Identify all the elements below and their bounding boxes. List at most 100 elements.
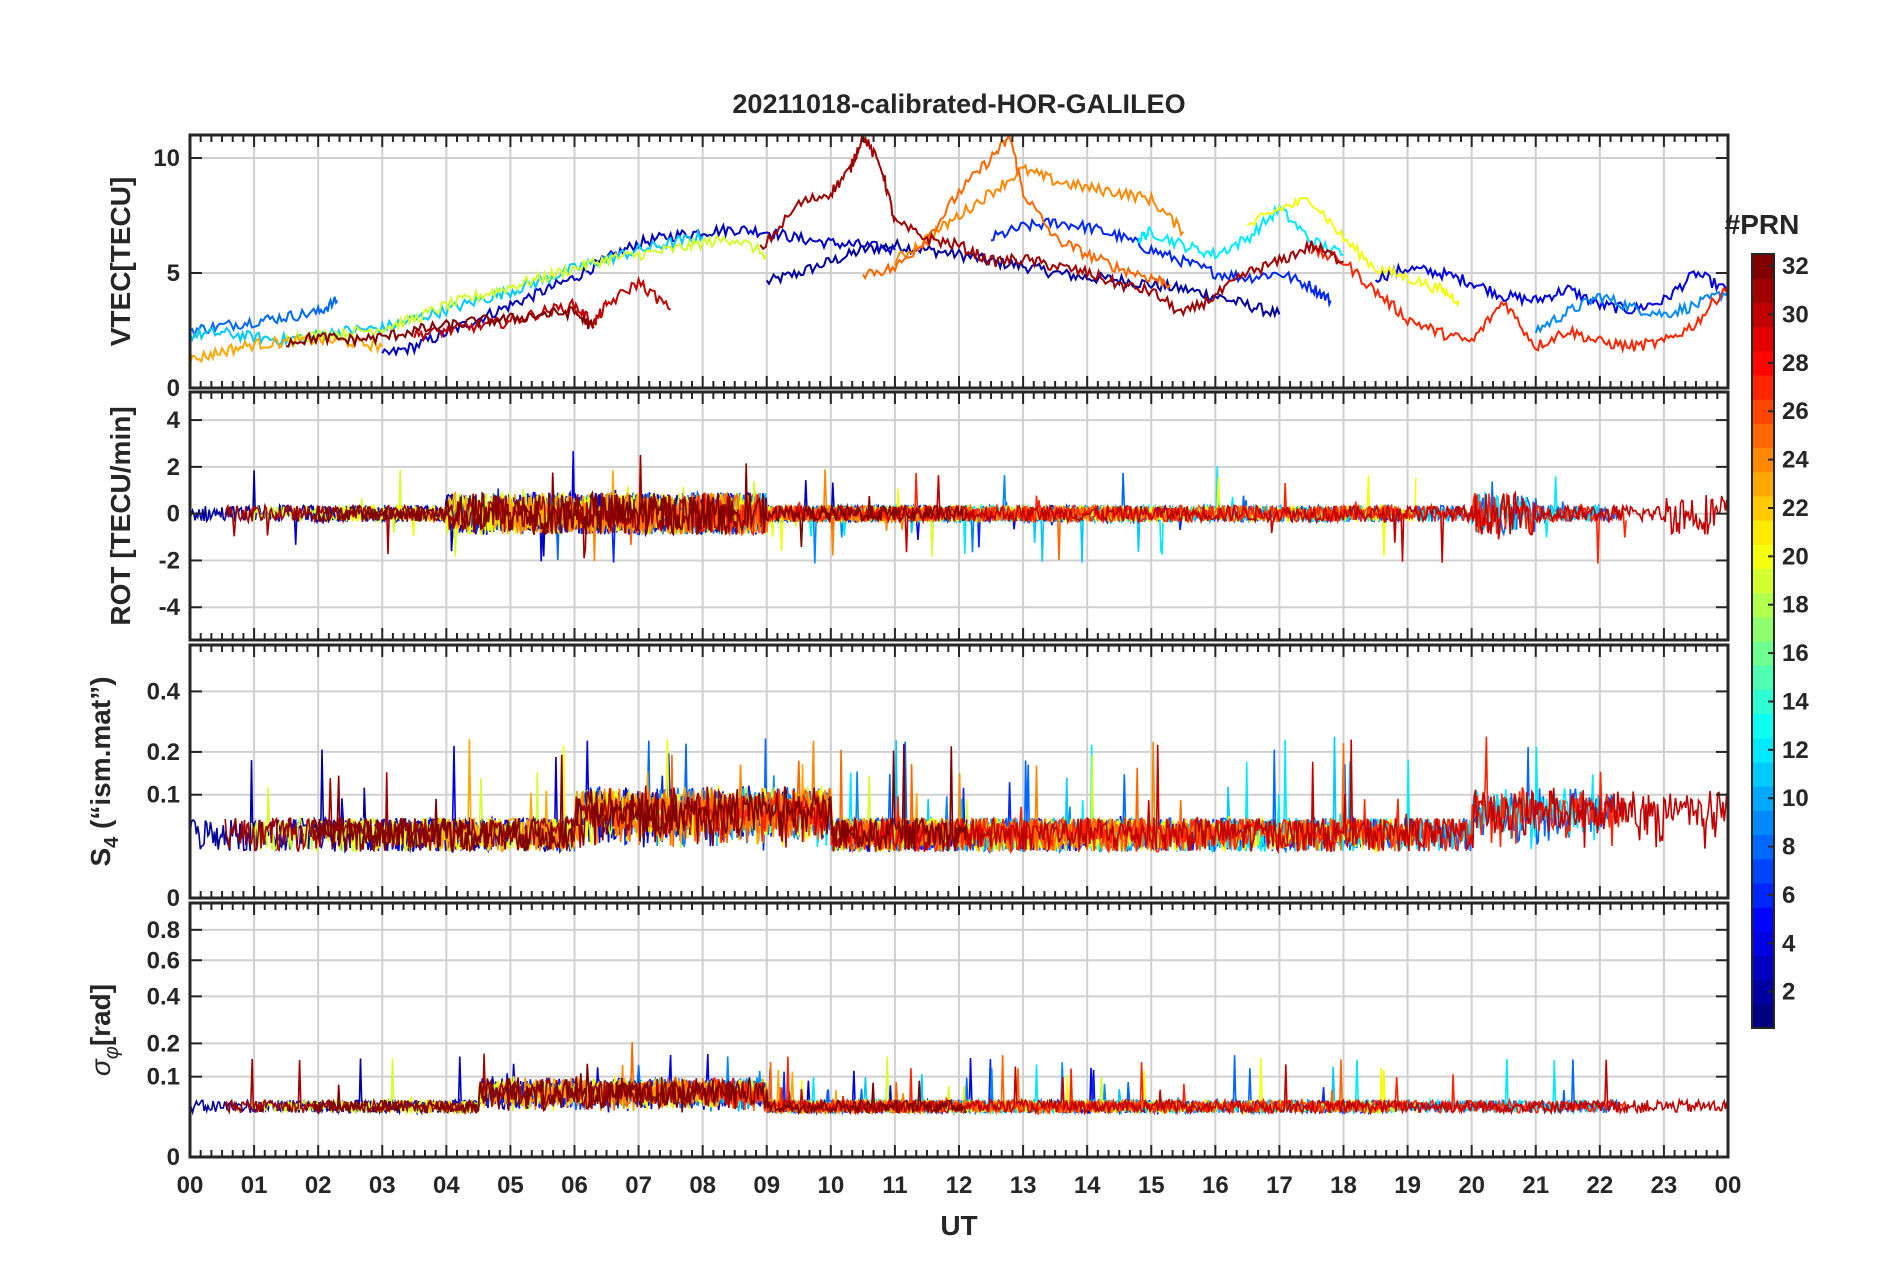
vtec-line-prn-12: [1137, 203, 1344, 261]
x-tick-label: 21: [1522, 1172, 1549, 1199]
colorbar-swatch: [1752, 520, 1774, 545]
y-tick-label: 0.6: [147, 947, 180, 974]
x-tick-label: 19: [1394, 1172, 1421, 1199]
colorbar-tick-label: 6: [1782, 882, 1795, 909]
x-tick-label: 00: [177, 1172, 204, 1199]
x-tick-label: 08: [689, 1172, 716, 1199]
panel-vtec: 0 5 10 VTEC[TECU]: [105, 133, 1730, 402]
panel-s4: 0 0.1 0.2 0.4 S4 (“ism.mat”): [85, 643, 1730, 912]
vtec-line-prn-25: [862, 135, 1172, 290]
vtec-line-prn-2: [765, 237, 1281, 319]
colorbar-frame: [1751, 253, 1775, 1029]
colorbar-tick-label: 22: [1782, 495, 1809, 522]
vtec-line-prn-20: [1247, 196, 1460, 308]
ticks-rot: [189, 392, 1729, 640]
colorbar-tick-label: 12: [1782, 737, 1809, 764]
colorbar-swatch: [1752, 350, 1774, 376]
colorbar-swatch: [1752, 278, 1774, 303]
vtec-line-prn-24: [893, 163, 1185, 266]
x-tick-label: 00: [1715, 1172, 1742, 1199]
colorbar-swatch: [1752, 471, 1774, 497]
colorbar-tick-label: 14: [1782, 688, 1809, 715]
vtec-line-prn-32: [286, 306, 595, 349]
colorbar-swatch: [1752, 326, 1774, 352]
y-tick-label: 0.4: [147, 678, 181, 705]
colorbar-swatch: [1752, 399, 1774, 424]
colorbar-swatch: [1752, 907, 1774, 932]
y-axis-label-sigma_phi: σφ[rad]: [85, 984, 123, 1076]
colorbar-tick-label: 18: [1782, 592, 1809, 619]
series-group-sigma_phi: [190, 1042, 1728, 1117]
y-axis-label-s4: S4 (“ism.mat”): [85, 676, 123, 866]
colorbar-swatch: [1752, 979, 1774, 1005]
colorbar-tick-label: 10: [1782, 785, 1809, 812]
colorbar-tick-label: 2: [1782, 979, 1795, 1006]
vtec-line-prn-6: [990, 217, 1332, 308]
colorbar-tick-label: 30: [1782, 301, 1809, 328]
vtec-line-prn-23: [190, 331, 384, 365]
x-tick-label: 16: [1202, 1172, 1229, 1199]
grid-sigma_phi: [189, 903, 1729, 1158]
s4-line-prn-32: [312, 743, 968, 852]
colorbar-swatch: [1752, 641, 1774, 666]
rot-line-prn-30: [777, 475, 1728, 563]
series-group-vtec: [190, 135, 1728, 365]
y-tick-label: 0: [167, 501, 180, 528]
colorbar-swatch: [1752, 786, 1774, 811]
panel-rot: -4 -2 0 2 4 ROT [TECU/min]: [105, 390, 1730, 642]
colorbar-swatch: [1752, 834, 1774, 860]
colorbar-swatch: [1752, 737, 1774, 763]
y-tick-label: 0.2: [147, 1030, 180, 1057]
vtec-line-prn-8: [190, 296, 339, 339]
y-tick-label: 0: [167, 885, 180, 912]
x-tick-label: 04: [433, 1172, 460, 1199]
vtec-line-prn-4: [1374, 262, 1728, 315]
colorbar-swatch: [1752, 616, 1774, 642]
y-tick-label: 4: [167, 407, 181, 434]
colorbar-swatch: [1752, 955, 1774, 981]
y-tick-label: -4: [159, 594, 181, 621]
colorbar-swatch: [1752, 568, 1774, 594]
colorbar-swatch: [1752, 858, 1774, 884]
colorbar-tick-label: 26: [1782, 398, 1809, 425]
y-tick-label: 10: [153, 145, 180, 172]
series-group-s4: [190, 736, 1728, 855]
colorbar-swatch: [1752, 374, 1774, 400]
y-tick-label: 0.2: [147, 739, 180, 766]
colorbar-swatch: [1752, 931, 1774, 957]
vtec-line-prn-31: [759, 135, 1344, 318]
x-tick-label: 12: [946, 1172, 973, 1199]
colorbar-tick-label: 4: [1782, 930, 1796, 957]
x-tick-label: 01: [241, 1172, 268, 1199]
colorbar-tick-label: 24: [1782, 447, 1809, 474]
x-tick-label: 15: [1138, 1172, 1165, 1199]
colorbar-swatch: [1752, 810, 1774, 836]
colorbar-swatch: [1752, 713, 1774, 739]
vtec-line-prn-27: [1310, 244, 1728, 354]
ticks-vtec: [189, 135, 1729, 389]
series-group-rot: [190, 451, 1728, 564]
x-tick-label: 03: [369, 1172, 396, 1199]
y-tick-label: 5: [167, 260, 180, 287]
x-axis-label: UT: [940, 1210, 977, 1241]
colorbar-swatch: [1752, 665, 1774, 690]
x-tick-label: 06: [561, 1172, 588, 1199]
y-axis-label-vtec: VTEC[TECU]: [105, 177, 136, 347]
x-tick-label: 11: [882, 1172, 907, 1199]
x-tick-label: 07: [625, 1172, 652, 1199]
x-tick-label: 05: [497, 1172, 524, 1199]
vtec-line-prn-9: [1534, 290, 1728, 334]
x-tick-label: 14: [1074, 1172, 1101, 1199]
x-tick-label: 22: [1586, 1172, 1613, 1199]
colorbar-swatch: [1752, 592, 1774, 618]
colorbar-tick-label: 16: [1782, 640, 1809, 667]
ticks-s4: [189, 645, 1729, 899]
x-tick-label: 18: [1330, 1172, 1357, 1199]
x-tick-label: 10: [817, 1172, 844, 1199]
x-tick-label: 20: [1458, 1172, 1485, 1199]
x-tick-label: 17: [1266, 1172, 1293, 1199]
colorbar-swatch: [1752, 495, 1774, 521]
y-tick-label: -2: [159, 547, 180, 574]
vtec-line-prn-19: [285, 234, 768, 344]
